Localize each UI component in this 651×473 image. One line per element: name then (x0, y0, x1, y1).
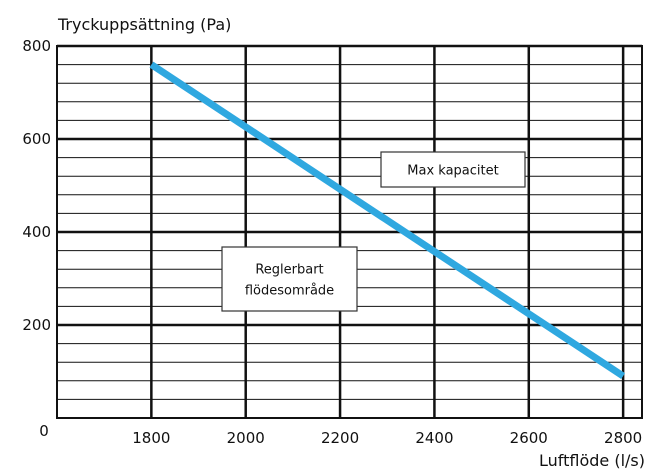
x-tick-label: 2800 (604, 429, 642, 447)
y-tick-label: 600 (22, 130, 51, 148)
annotation-text-reg: Reglerbart (255, 263, 323, 278)
origin-label: 0 (39, 422, 49, 440)
series-line-capacity (149, 61, 626, 380)
y-tick-label: 400 (22, 223, 51, 241)
annotation-box-reg (221, 246, 358, 312)
x-tick-label: 2400 (415, 429, 453, 447)
x-tick-label: 2000 (227, 429, 265, 447)
x-axis-label: Luftflöde (l/s) (539, 451, 645, 470)
chart-series (149, 61, 626, 380)
y-tick-label: 800 (22, 37, 51, 55)
chart-annotations: Max kapacitet Reglerbart flödesområde (221, 151, 526, 312)
y-tick-label: 200 (22, 316, 51, 334)
x-tick-label: 2600 (510, 429, 548, 447)
annotation-box-max (380, 151, 526, 188)
chart-ticks: 200 400 600 800 1800 2000 2200 2400 2600 2800 (22, 37, 642, 447)
x-tick-label: 2200 (321, 429, 359, 447)
annotation-text-max: Max kapacitet (407, 164, 498, 179)
chart-grid (56, 44, 643, 419)
y-axis-label: Tryckuppsättning (Pa) (57, 15, 231, 34)
annotation-text-reg: flödesområde (245, 284, 334, 299)
x-tick-label: 1800 (132, 429, 170, 447)
